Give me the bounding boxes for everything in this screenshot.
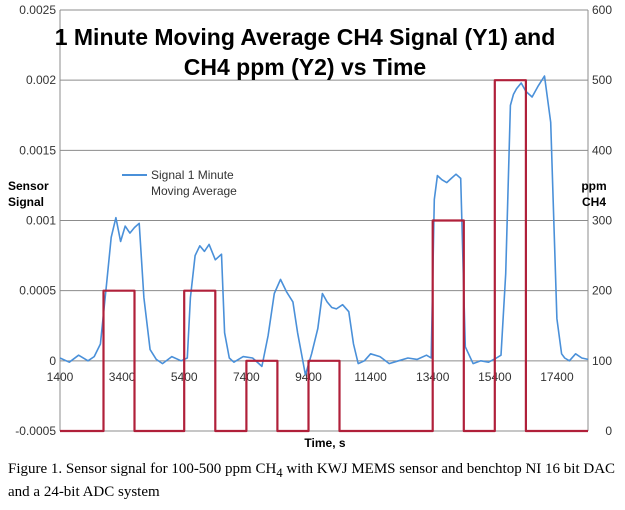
y-right-tick-label: 600 [592, 3, 612, 17]
y-left-axis-label-line-1: Sensor [8, 179, 49, 193]
y-left-axis-label-line-2: Signal [8, 195, 44, 209]
y-left-tick-label: 0.002 [26, 73, 56, 87]
y-right-tick-label: 400 [592, 143, 612, 157]
y-left-axis-ticks: -0.0005 0 0.0005 0.001 0.0015 0.002 0.0025 [15, 3, 56, 438]
gridlines [59, 9, 589, 432]
y-right-axis-label-line-2: CH4 [582, 195, 606, 209]
figure-caption: Figure 1. Sensor signal for 100-500 ppm … [8, 460, 618, 502]
y-right-tick-label: 0 [605, 424, 612, 438]
y-left-tick-label: 0.0015 [19, 143, 56, 157]
ch4-ppm-step-line [60, 79, 588, 433]
legend-label-line-1: Signal 1 Minute [151, 168, 234, 182]
chart-title: 1 Minute Moving Average CH4 Signal (Y1) … [55, 24, 556, 80]
x-tick-label: 3400 [109, 370, 136, 384]
x-tick-label: 17400 [540, 370, 574, 384]
caption-text-start: Figure 1. Sensor signal for 100-500 ppm … [8, 461, 277, 477]
legend: Signal 1 Minute Moving Average [122, 168, 237, 198]
x-tick-label: 1400 [47, 370, 74, 384]
y-left-tick-label: 0 [49, 354, 56, 368]
y-left-tick-label: 0.0005 [19, 284, 56, 298]
y-right-axis-ticks: 0 100 200 300 400 500 600 [592, 3, 612, 438]
y-right-tick-label: 300 [592, 214, 612, 228]
y-left-tick-label: 0.0025 [19, 3, 56, 17]
y-right-tick-label: 100 [592, 354, 612, 368]
legend-label-line-2: Moving Average [151, 184, 237, 198]
y-left-tick-label: 0.001 [26, 214, 56, 228]
caption-text-end: with KWJ MEMS sensor and benchtop NI 16 … [8, 461, 616, 500]
signal-moving-average-line [59, 75, 589, 376]
chart-title-line-1: 1 Minute Moving Average CH4 Signal (Y1) … [55, 24, 556, 50]
plot-series [59, 75, 589, 433]
y-right-axis-label-line-1: ppm [581, 179, 606, 193]
x-axis-label: Time, s [304, 436, 345, 450]
x-tick-label: 11400 [354, 370, 387, 384]
chart-title-line-2: CH4 ppm (Y2) vs Time [184, 54, 426, 80]
y-right-tick-label: 500 [592, 73, 612, 87]
caption-subscript: 4 [276, 466, 283, 480]
y-right-tick-label: 200 [592, 284, 612, 298]
y-left-tick-label: -0.0005 [15, 424, 56, 438]
